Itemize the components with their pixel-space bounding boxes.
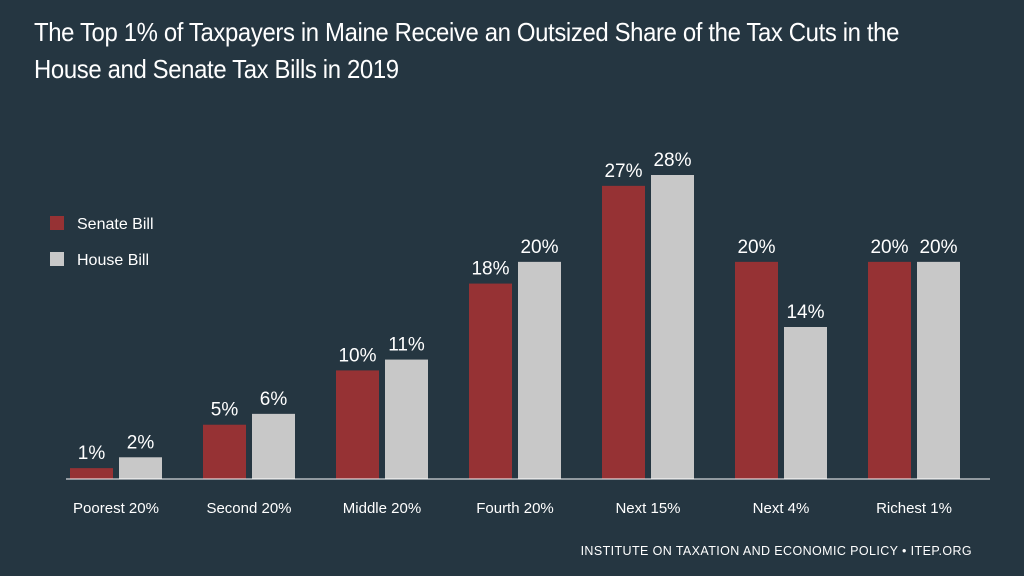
x-tick-labels: Poorest 20% Second 20% Middle 20% Fourth 20… [73, 500, 952, 517]
data-label-house-bill-2: 6% [260, 389, 288, 410]
data-label-senate-bill-2: 5% [211, 400, 239, 421]
x-tick-label: Middle 20% [343, 500, 421, 517]
data-label-house-bill-4: 20% [520, 237, 558, 258]
data-label-senate-bill-3: 10% [338, 345, 376, 366]
data-label-house-bill-5: 28% [653, 150, 691, 171]
data-label-house-bill-6: 14% [786, 302, 824, 323]
legend-swatch-1 [50, 216, 64, 230]
bars: 1% 2% 5% 6% 10% 11% 18% 20% 27% 28% 20% 14% 20% 20% [70, 150, 960, 479]
bar-senate-bill-2 [203, 424, 246, 479]
bar-house-bill-2 [252, 413, 295, 479]
bar-senate-bill-5 [602, 185, 645, 479]
x-tick-label: Second 20% [206, 500, 291, 517]
bar-house-bill-7 [917, 261, 960, 479]
chart-title: The Top 1% of Taxpayers in Maine Receive… [34, 17, 900, 84]
bar-senate-bill-3 [336, 370, 379, 479]
bar-house-bill-3 [385, 359, 428, 479]
data-label-senate-bill-5: 27% [604, 161, 642, 182]
legend-label-1: Senate Bill [77, 216, 154, 233]
bar-senate-bill-1 [70, 468, 113, 479]
data-label-senate-bill-1: 1% [78, 443, 106, 464]
bar-senate-bill-4 [469, 283, 512, 479]
bar-senate-bill-7 [868, 261, 911, 479]
bar-senate-bill-6 [735, 261, 778, 479]
x-tick-label: Next 15% [615, 500, 680, 517]
bar-house-bill-4 [518, 261, 561, 479]
x-tick-label: Richest 1% [876, 500, 952, 517]
bar-house-bill-6 [784, 327, 827, 479]
data-label-senate-bill-4: 18% [471, 259, 509, 280]
x-tick-label: Poorest 20% [73, 500, 159, 517]
data-label-house-bill-1: 2% [127, 432, 155, 453]
data-label-house-bill-7: 20% [919, 237, 957, 258]
bar-house-bill-1 [119, 457, 162, 479]
x-tick-label: Next 4% [753, 500, 810, 517]
bar-house-bill-5 [651, 175, 694, 479]
legend: Senate Bill House Bill [50, 216, 154, 269]
legend-label-2: House Bill [77, 252, 149, 269]
data-label-senate-bill-6: 20% [737, 237, 775, 258]
legend-swatch-2 [50, 252, 64, 266]
source-footer: INSTITUTE ON TAXATION AND ECONOMIC POLIC… [580, 544, 972, 558]
data-label-senate-bill-7: 20% [870, 237, 908, 258]
data-label-house-bill-3: 11% [388, 335, 425, 356]
x-tick-label: Fourth 20% [476, 500, 554, 517]
